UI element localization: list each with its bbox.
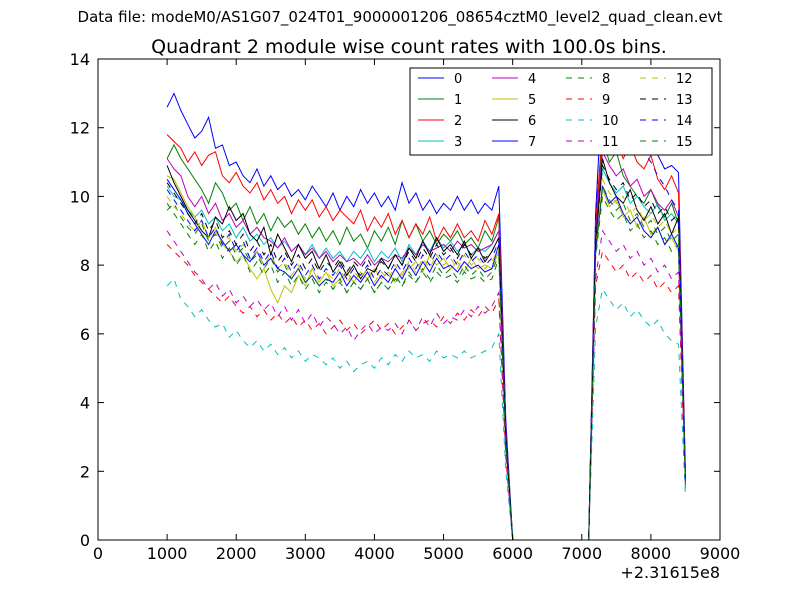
x-tick-label: 7000 — [561, 544, 602, 563]
legend-label-2: 2 — [454, 114, 462, 129]
series-line-15 — [166, 184, 686, 541]
series-line-9 — [166, 244, 686, 541]
y-tick-label: 0 — [80, 531, 90, 550]
series-line-2 — [166, 127, 686, 541]
x-offset-label: +2.31615e8 — [620, 563, 720, 582]
legend-label-9: 9 — [602, 93, 610, 108]
series-line-8 — [166, 194, 686, 541]
x-tick-label: 4000 — [354, 544, 395, 563]
x-tick-label: 1000 — [147, 544, 188, 563]
legend-label-8: 8 — [602, 72, 610, 87]
legend-label-4: 4 — [528, 72, 536, 87]
y-tick-label: 8 — [80, 256, 90, 275]
y-tick-label: 10 — [70, 187, 90, 206]
x-tick-label: 8000 — [631, 544, 672, 563]
series-line-4 — [166, 150, 686, 541]
legend-label-15: 15 — [676, 135, 693, 150]
legend-label-12: 12 — [676, 72, 693, 87]
series-line-10 — [166, 277, 686, 541]
legend-label-10: 10 — [602, 114, 619, 129]
series-line-12 — [166, 177, 686, 541]
plot-frame — [97, 58, 721, 541]
ticks-layer: 0 1000 2000 3000 4000 5000 6000 7000 8000 9000 0 2 4… — [70, 50, 741, 563]
x-tick-label: 2000 — [216, 544, 257, 563]
legend-label-7: 7 — [528, 135, 536, 150]
y-tick-label: 2 — [80, 462, 90, 481]
y-tick-label: 14 — [70, 50, 90, 69]
legend-label-13: 13 — [676, 93, 693, 108]
legend-label-0: 0 — [454, 72, 462, 87]
y-tick-label: 12 — [70, 119, 90, 138]
legend-label-1: 1 — [454, 93, 462, 108]
x-tick-label: 6000 — [492, 544, 533, 563]
series-layer — [166, 72, 686, 541]
legend-box — [409, 67, 713, 156]
x-tick-label: 5000 — [423, 544, 464, 563]
series-line-11 — [166, 229, 686, 541]
x-tick-label: 9000 — [700, 544, 741, 563]
data-file-suptitle: Data file: modeM0/AS1G07_024T01_90000012… — [77, 8, 723, 26]
legend-label-6: 6 — [528, 114, 536, 129]
chart-title: Quadrant 2 module wise count rates with … — [151, 36, 667, 58]
legend-label-5: 5 — [528, 93, 536, 108]
legend-label-3: 3 — [454, 135, 462, 150]
series-line-6 — [166, 158, 686, 541]
series-line-13 — [166, 163, 686, 541]
legend-label-14: 14 — [676, 114, 693, 129]
x-tick-label: 0 — [93, 544, 103, 563]
series-line-7 — [166, 179, 686, 541]
x-tick-label: 3000 — [285, 544, 326, 563]
y-tick-label: 6 — [80, 325, 90, 344]
y-tick-label: 4 — [80, 394, 90, 413]
legend-label-11: 11 — [602, 135, 619, 150]
